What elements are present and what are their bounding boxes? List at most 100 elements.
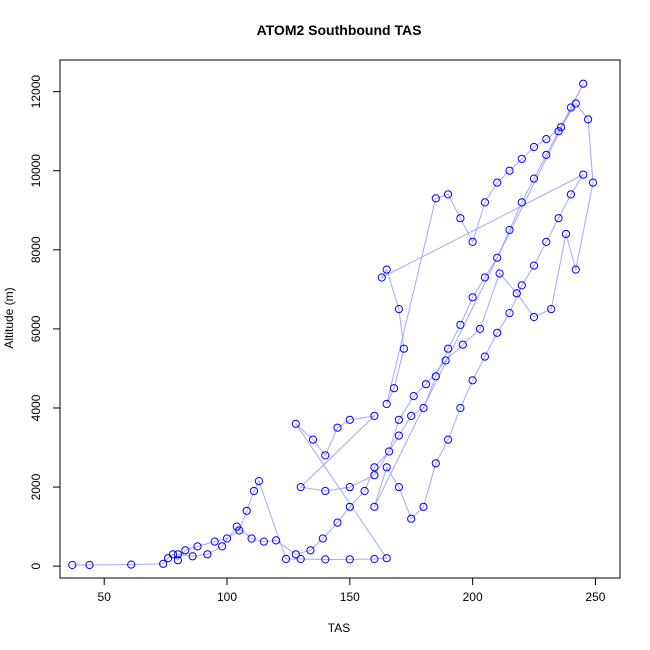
y-axis-label: Altitude (m) [2,287,16,348]
data-point [382,463,391,472]
data-point [333,518,342,527]
data-point [218,542,227,551]
data-point [254,477,263,486]
data-point [232,522,241,531]
data-point [159,559,168,568]
data-point [370,502,379,511]
data-point [321,451,330,460]
data-point [291,419,300,428]
data-point [242,506,251,515]
data-point [394,483,403,492]
data-point [468,293,477,302]
data-point [431,459,440,468]
data-point [557,123,566,132]
data-point [579,170,588,179]
data-point [318,534,327,543]
data-point [444,435,453,444]
data-point [407,411,416,420]
data-point [168,550,178,559]
data-point [127,560,136,569]
data-point [571,99,580,108]
y-tick-label: 8000 [29,236,43,263]
data-point [173,556,182,565]
x-tick-label: 150 [340,590,360,604]
data-point [407,514,416,523]
data-point [444,190,453,199]
data-point [542,150,551,159]
x-tick-label: 250 [585,590,605,604]
data-point [370,411,379,420]
data-point [382,554,391,563]
data-point [345,555,354,564]
data-point [566,190,576,199]
data-point [547,305,556,314]
data-point [173,550,182,559]
data-point [542,135,551,144]
data-point [360,486,369,496]
data-point [421,380,431,389]
data-point [222,534,232,543]
data-point [281,554,291,564]
data-point [203,550,212,559]
data-point [529,312,539,322]
data-point [493,178,502,187]
data-point [517,154,526,163]
data-point [370,554,379,564]
y-tick-label: 2000 [29,473,43,500]
data-point [259,537,268,546]
data-point [480,198,489,207]
data-point [475,324,485,333]
data-point [468,376,477,385]
data-point [394,431,403,440]
data-point [345,415,354,424]
data-point [529,261,539,270]
data-point [512,289,521,298]
data-point [389,384,399,393]
data-point [505,309,514,318]
data-point [370,463,379,472]
data-point [85,560,94,570]
data-point [333,423,342,432]
data-point [321,555,330,564]
data-point [181,546,190,555]
data-point [493,328,502,337]
y-tick-label: 12000 [29,75,43,109]
data-point [584,115,593,124]
data-point [68,560,77,570]
data-point [249,486,259,496]
data-point [291,550,300,559]
data-point [382,399,391,409]
data-point [517,281,526,290]
series-trace [72,83,594,566]
plot-frame [59,59,621,579]
data-point [505,166,514,175]
y-tick-label: 10000 [29,154,43,188]
data-point [431,372,440,381]
data-point [306,546,315,555]
data-point [296,483,305,492]
data-point [419,403,428,413]
chart-title: ATOM2 Southbound TAS [257,22,422,38]
x-tick-label: 100 [217,590,237,604]
data-point [382,265,391,274]
y-tick-label: 4000 [29,394,43,421]
data-point [542,237,551,246]
data-point [529,174,539,183]
data-point [399,344,408,353]
data-point [505,225,514,235]
data-point [321,486,330,496]
data-point [272,536,281,545]
data-point [385,447,394,456]
data-point [456,403,465,413]
x-axis: 50 100 150 200 250 [98,577,606,604]
data-point [468,237,477,246]
data-point [296,554,305,564]
data-point [493,253,502,262]
data-point [210,537,219,546]
data-point [419,502,428,511]
data-point [588,178,598,187]
data-point [480,273,489,282]
data-point [554,214,563,223]
data-point [441,356,450,365]
y-tick-label: 0 [29,562,43,569]
